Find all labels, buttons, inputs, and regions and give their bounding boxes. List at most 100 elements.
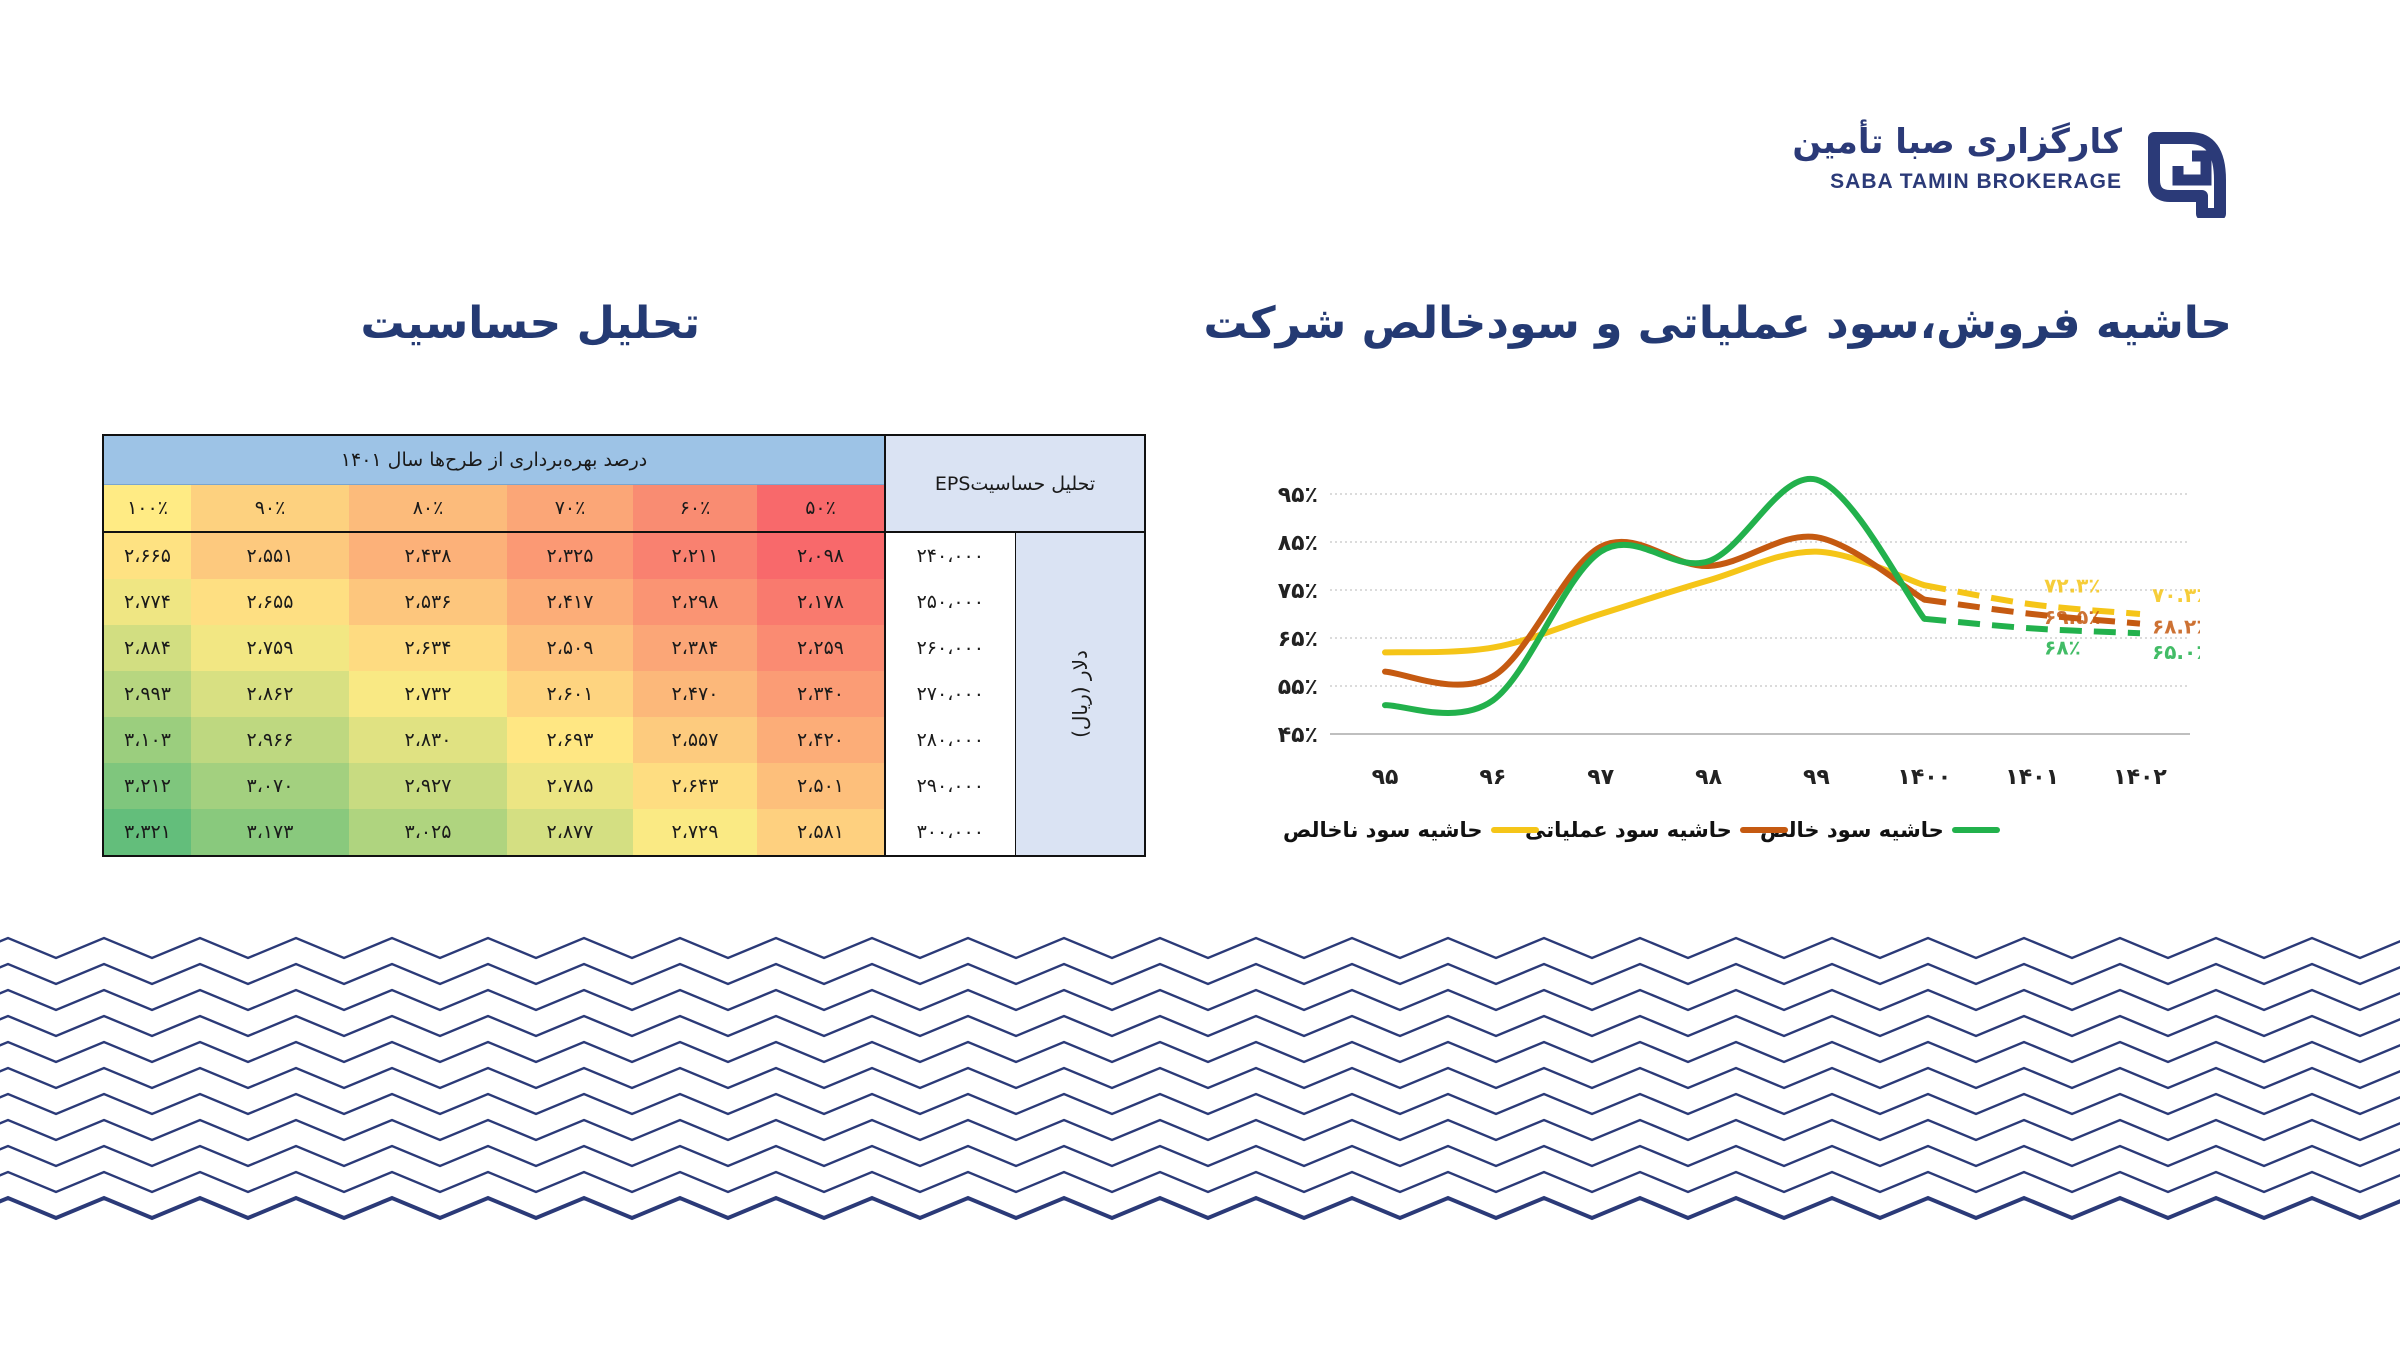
x-tick-label: ۹۹ — [1803, 765, 1830, 790]
eps-value-cell: ۲،۴۲۰ — [757, 717, 886, 763]
eps-value-cell: ۲،۴۳۸ — [349, 531, 507, 579]
gross-margin-forecast-line — [1923, 582, 2141, 617]
percent-column-header: ۵۰٪ — [757, 484, 886, 532]
legend-swatch-net — [1951, 827, 2000, 833]
dollar-rate-cell: ۲۴۰،۰۰۰ — [884, 531, 1016, 579]
zigzag-line — [0, 1066, 2400, 1090]
table-row: ۲،۹۹۳ ۲،۸۶۲ ۲،۷۳۲ ۲،۶۰۱ ۲،۴۷۰ ۲،۳۴۰ ۲۷۰،۰۰۰ — [103, 671, 1145, 717]
table-row: ۲،۶۶۵ ۲،۵۵۱ ۲،۴۳۸ ۲،۳۲۵ ۲،۲۱۱ ۲،۰۹۸ ۲۴۰،۰۰۰ دلا… — [103, 531, 1146, 856]
brand-name-en: SABA TAMIN BROKERAGE — [1830, 170, 2122, 193]
y-tick-label: ۹۵٪ — [1278, 483, 1318, 508]
margin-line-chart: ۴۵٪ ۵۵٪ ۶۵٪ ۷۵٪ ۸۵٪ ۹۵٪ ۹۵ ۹۶ ۹۷ ۹۸ ۹۹ ۱۴۰۰ ۱۴۰۱ ۱۴۰۲… — [1278, 475, 2200, 790]
data-label: ۶۵.۰٪ — [2152, 640, 2200, 664]
sensitivity-table: درصد بهره‌برداری از طرح‌ها سال ۱۴۰۱ تحلی… — [102, 434, 1147, 857]
eps-value-cell: ۲،۷۸۵ — [507, 763, 633, 809]
eps-value-cell: ۲،۶۰۱ — [507, 671, 633, 717]
legend-label-gross: حاشیه سود ناخالص — [1283, 818, 1483, 842]
eps-value-cell: ۲،۷۳۲ — [349, 671, 507, 717]
eps-value-cell: ۲،۳۴۰ — [757, 671, 886, 717]
x-tick-label: ۱۴۰۱ — [2005, 765, 2059, 790]
zigzag-line — [0, 988, 2400, 1012]
x-tick-label: ۹۷ — [1587, 765, 1614, 790]
data-label: ۷۰.۳٪ — [2152, 583, 2200, 607]
row-axis-label: دلار (ریال) — [1014, 531, 1146, 856]
zigzag-line — [0, 1144, 2400, 1168]
y-tick-label: ۵۵٪ — [1278, 675, 1318, 700]
eps-value-cell: ۳،۲۱۲ — [103, 763, 191, 809]
zigzag-line — [0, 1195, 2400, 1221]
data-label: ۷۲.۳٪ — [2044, 573, 2100, 597]
dollar-rate-cell: ۲۷۰،۰۰۰ — [884, 671, 1016, 717]
eps-value-cell: ۲،۸۳۰ — [349, 717, 507, 763]
eps-value-cell: ۲،۷۵۹ — [191, 625, 349, 671]
eps-value-cell: ۳،۰۷۰ — [191, 763, 349, 809]
x-tick-label: ۹۶ — [1479, 765, 1506, 790]
eps-value-cell: ۲،۵۰۹ — [507, 625, 633, 671]
dollar-rate-cell: ۲۵۰،۰۰۰ — [884, 579, 1016, 625]
data-label: ۶۸٪ — [2044, 635, 2081, 659]
dollar-rate-cell: ۳۰۰،۰۰۰ — [884, 809, 1016, 856]
x-tick-label: ۱۴۰۲ — [2113, 765, 2167, 790]
eps-value-cell: ۲،۲۱۱ — [633, 531, 757, 579]
eps-value-cell: ۲،۵۳۶ — [349, 579, 507, 625]
eps-value-cell: ۲،۶۴۳ — [633, 763, 757, 809]
zigzag-line — [0, 1118, 2400, 1142]
percent-column-header: ۸۰٪ — [349, 484, 507, 532]
zigzag-line — [0, 936, 2400, 960]
table-group-header: درصد بهره‌برداری از طرح‌ها سال ۱۴۰۱ — [103, 435, 886, 485]
percent-column-header: ۱۰۰٪ — [103, 484, 191, 532]
table-row: ۲،۷۷۴ ۲،۶۵۵ ۲،۵۳۶ ۲،۴۱۷ ۲،۲۹۸ ۲،۱۷۸ ۲۵۰،۰۰۰ — [103, 579, 1145, 625]
table-row: ۲،۸۸۴ ۲،۷۵۹ ۲،۶۳۴ ۲،۵۰۹ ۲،۳۸۴ ۲،۲۵۹ ۲۶۰،۰۰۰ — [103, 625, 1145, 671]
eps-value-cell: ۲،۶۳۴ — [349, 625, 507, 671]
eps-value-cell: ۲،۲۹۸ — [633, 579, 757, 625]
legend-swatch-gross — [1490, 827, 1539, 833]
eps-value-cell: ۲،۹۲۷ — [349, 763, 507, 809]
row-axis-label-text: دلار (ریال) — [1067, 650, 1092, 738]
eps-value-cell: ۲،۹۶۶ — [191, 717, 349, 763]
x-tick-label: ۹۸ — [1695, 765, 1722, 790]
percent-column-header: ۷۰٪ — [507, 484, 633, 532]
eps-value-cell: ۲،۱۷۸ — [757, 579, 886, 625]
data-label: ۶۸.۲٪ — [2152, 615, 2200, 639]
legend-label-operating: حاشیه سود عملیاتی — [1525, 818, 1732, 842]
zigzag-decoration — [0, 936, 2400, 1221]
gross-margin-series-line — [1382, 548, 1928, 656]
eps-value-cell: ۲،۷۷۴ — [103, 579, 191, 625]
brand-logo: کارگزاری صبا تأمین SABA TAMIN BROKERAGE — [1792, 118, 2240, 218]
y-tick-label: ۴۵٪ — [1278, 723, 1318, 748]
eps-value-cell: ۲،۹۹۳ — [103, 671, 191, 717]
data-label: ۶۹.۵٪ — [2044, 605, 2100, 629]
eps-value-cell: ۲،۸۷۷ — [507, 809, 633, 856]
zigzag-line — [0, 962, 2400, 986]
eps-value-cell: ۲،۶۵۵ — [191, 579, 349, 625]
eps-value-cell: ۲،۵۰۱ — [757, 763, 886, 809]
eps-value-cell: ۲،۵۸۱ — [757, 809, 886, 856]
x-tick-label: ۱۴۰۰ — [1897, 765, 1951, 790]
zigzag-line — [0, 1040, 2400, 1064]
eps-value-cell: ۲،۸۸۴ — [103, 625, 191, 671]
eps-value-cell: ۳،۱۷۳ — [191, 809, 349, 856]
eps-value-cell: ۲،۴۱۷ — [507, 579, 633, 625]
zigzag-line — [0, 1014, 2400, 1038]
eps-value-cell: ۲،۳۸۴ — [633, 625, 757, 671]
y-tick-label: ۶۵٪ — [1278, 627, 1318, 652]
percent-column-header: ۶۰٪ — [633, 484, 757, 532]
saba-logo-icon — [2148, 132, 2226, 218]
legend-item-operating: حاشیه سود عملیاتی — [1525, 818, 1788, 852]
legend-label-net: حاشیه سود خالص — [1760, 818, 1944, 842]
percent-header-row: ۱۰۰٪ ۹۰٪ ۸۰٪ ۷۰٪ ۶۰٪ ۵۰٪ — [103, 484, 1145, 532]
eps-value-cell: ۲،۴۷۰ — [633, 671, 757, 717]
percent-column-header: ۹۰٪ — [191, 484, 349, 532]
eps-value-cell: ۲،۶۶۵ — [103, 531, 191, 579]
eps-value-cell: ۲،۰۹۸ — [757, 531, 886, 579]
eps-value-cell: ۲،۳۲۵ — [507, 531, 633, 579]
dollar-rate-cell: ۲۸۰،۰۰۰ — [884, 717, 1016, 763]
eps-value-cell: ۲،۷۲۹ — [633, 809, 757, 856]
net-margin-forecast-line — [1924, 615, 2141, 637]
dollar-rate-cell: ۲۶۰،۰۰۰ — [884, 625, 1016, 671]
eps-value-cell: ۳،۳۲۱ — [103, 809, 191, 856]
zigzag-line — [0, 1170, 2400, 1194]
chart-title: حاشیه فروش،سود عملیاتی و سودخالص شرکت — [1203, 298, 2232, 349]
legend-swatch-operating — [1739, 827, 1788, 833]
brand-name-fa: کارگزاری صبا تأمین — [1792, 122, 2122, 162]
